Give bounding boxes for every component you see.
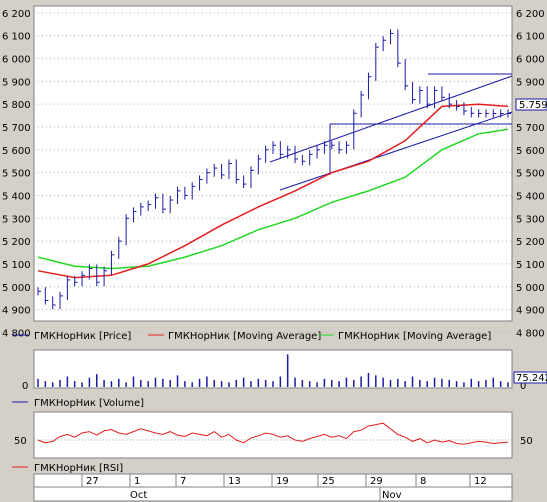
price-y-tick-label: 5 700 [2,123,31,134]
volume-bars [37,354,509,387]
volume-y-tick-left: 0 [22,381,28,392]
price-y-tick-label: 5 400 [2,191,31,202]
price-y-tick-label: 5 700 [516,123,545,134]
volume-y-tick-right: 0 [520,381,526,392]
legend-ma2-label: ГМКНорНик [Moving Average] [338,331,491,342]
time-axis-days: 27 1 7 13 19 25 29 8 12 [81,474,487,487]
price-y-tick-label: 4 800 [2,328,31,339]
price-y-tick-label: 5 000 [516,283,545,294]
price-y-tick-label: 6 000 [2,55,31,66]
volume-last-label: 75.242 [516,373,547,384]
price-y-tick-label: 5 900 [516,77,545,88]
volume-last-box [513,371,547,384]
moving-average-fast-line [37,103,509,279]
price-y-tick-label: 5 500 [516,169,545,180]
price-y-tick-label: 4 900 [516,306,545,317]
day-label: 8 [420,476,426,487]
price-y-tick-label: 5 600 [516,146,545,157]
price-y-tick-label: 5 100 [2,260,31,271]
price-y-tick-label: 5 800 [2,100,31,111]
price-y-tick-label: 5 300 [516,214,545,225]
day-label: 29 [370,476,383,487]
price-y-tick-label: 5 200 [516,237,545,248]
price-y-tick-label: 6 100 [516,32,545,43]
day-label: 27 [86,476,99,487]
day-label: 25 [322,476,335,487]
volume-legend-label: ГМКНорНик [Volume] [34,398,144,409]
price-y-tick-label: 4 900 [2,306,31,317]
price-y-tick-label: 4 800 [516,328,545,339]
price-bars [37,29,511,310]
price-y-tick-label: 6 100 [2,32,31,43]
price-y-tick-label: 5 600 [2,146,31,157]
price-y-tick-label: 6 000 [516,55,545,66]
day-label: 13 [228,476,241,487]
legend-price-label: ГМКНорНик [Price] [34,331,131,342]
price-y-tick-label: 5 900 [2,77,31,88]
legend-ma1-label: ГМКНорНик [Moving Average] [168,331,321,342]
price-y-tick-label: 5 100 [516,260,545,271]
channel-lower-line [279,111,513,191]
price-y-tick-label: 5 200 [2,237,31,248]
day-label: 7 [180,476,186,487]
month-label-nov: Nov [382,490,402,501]
price-legend: ГМКНорНик [Price] ГМКНорНик [Moving Aver… [12,331,491,342]
rsi-line [37,422,509,445]
price-y-tick-label: 5 300 [2,214,31,225]
moving-average-slow-line [37,128,509,270]
last-price-label: 5.759 [519,100,547,111]
channel-upper-line [269,75,513,163]
rsi-plot-area [33,411,513,459]
rsi-y-tick-right: 50 [520,436,533,447]
day-label: 1 [134,476,140,487]
price-y-axis-left: 6 200 6 100 6 000 5 900 5 800 5 700 5 600 5 500… [2,9,31,340]
rsi-y-tick-left: 50 [14,436,27,447]
day-label: 19 [276,476,289,487]
price-y-tick-label: 6 200 [2,9,31,20]
price-plot-area [33,5,513,322]
price-y-tick-label: 5 500 [2,169,31,180]
price-y-tick-label: 6 200 [516,9,545,20]
price-y-tick-label: 5 400 [516,191,545,202]
price-y-tick-label: 5 000 [2,283,31,294]
rsi-legend-label: ГМКНорНик [RSI] [34,463,123,474]
trend-channel [269,73,513,191]
month-label-oct: Oct [130,490,147,501]
day-label: 12 [474,476,487,487]
last-price-box [515,98,547,111]
